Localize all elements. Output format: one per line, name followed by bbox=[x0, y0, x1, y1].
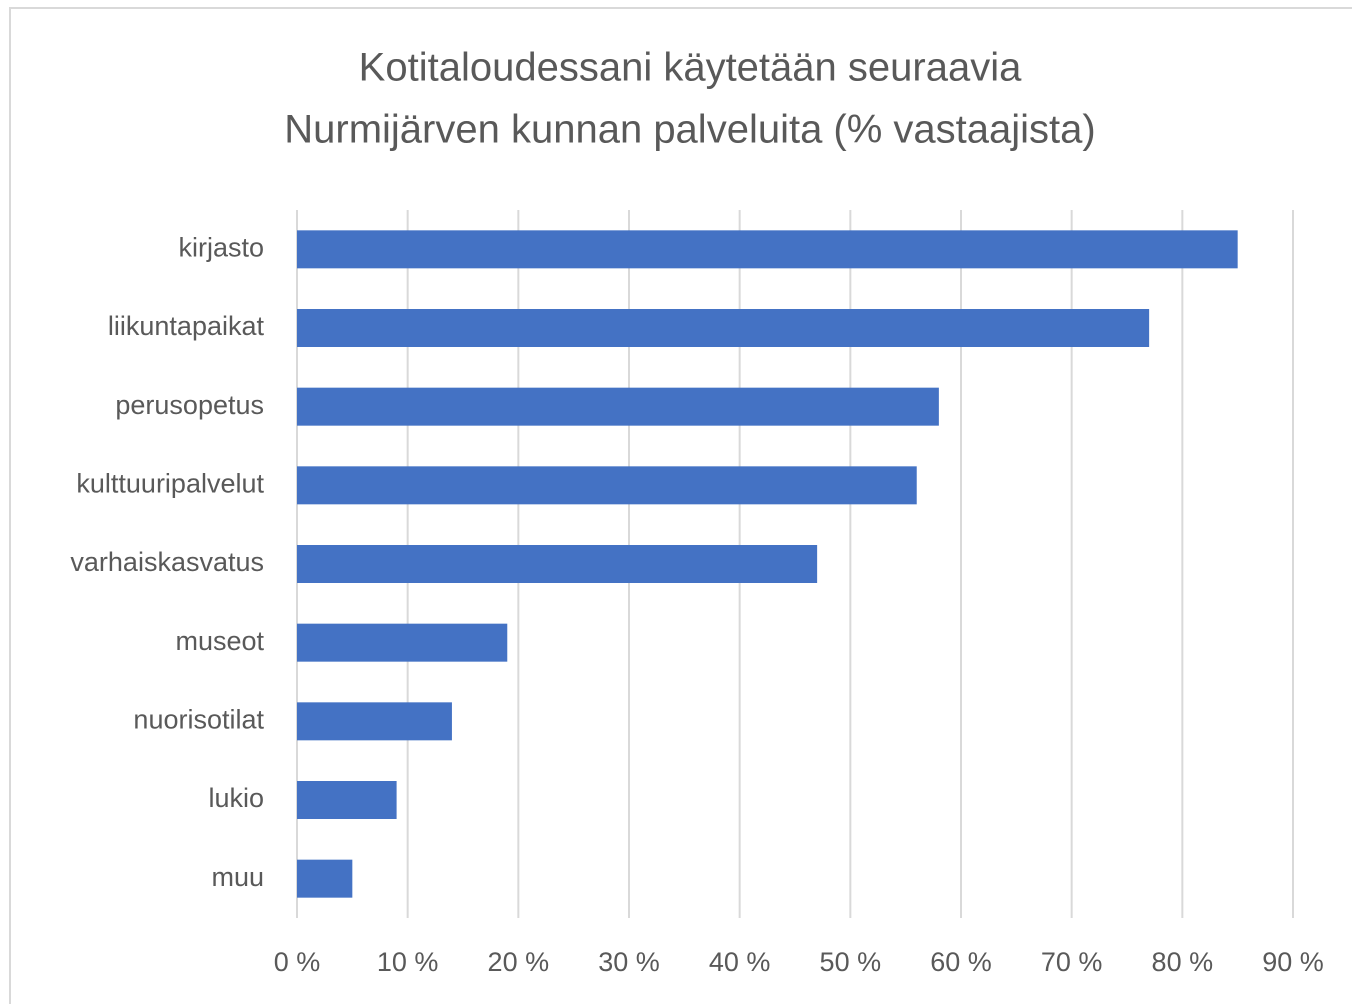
y-tick-label: kulttuuripalvelut bbox=[76, 468, 264, 498]
y-tick-label: lukio bbox=[208, 783, 264, 813]
y-tick-label: varhaiskasvatus bbox=[70, 547, 264, 577]
y-tick-label: museot bbox=[175, 626, 264, 656]
y-tick-label: liikuntapaikat bbox=[108, 311, 265, 341]
chart-title: Nurmijärven kunnan palveluita (% vastaaj… bbox=[284, 108, 1095, 152]
x-tick-label: 20 % bbox=[488, 947, 550, 977]
x-tick-label: 90 % bbox=[1262, 947, 1324, 977]
bar bbox=[297, 309, 1150, 347]
x-tick-label: 70 % bbox=[1041, 947, 1103, 977]
bar bbox=[297, 623, 508, 662]
bar bbox=[297, 781, 397, 819]
y-tick-label: perusopetus bbox=[115, 390, 264, 420]
x-tick-label: 60 % bbox=[930, 947, 992, 977]
bar bbox=[297, 545, 818, 583]
x-tick-label: 0 % bbox=[274, 947, 321, 977]
bar bbox=[297, 702, 452, 741]
x-tick-label: 10 % bbox=[377, 947, 439, 977]
x-tick-label: 80 % bbox=[1152, 947, 1214, 977]
chart-title: Kotitaloudessani käytetään seuraavia bbox=[359, 46, 1022, 90]
y-tick-label: muu bbox=[211, 862, 264, 892]
bar bbox=[297, 230, 1238, 269]
x-tick-label: 50 % bbox=[820, 947, 882, 977]
y-tick-label: kirjasto bbox=[178, 232, 264, 262]
y-tick-label: nuorisotilat bbox=[133, 704, 264, 734]
chart-frame bbox=[9, 7, 1352, 1004]
bar bbox=[297, 859, 353, 898]
x-tick-label: 30 % bbox=[598, 947, 660, 977]
bar bbox=[297, 387, 939, 426]
bar bbox=[297, 466, 917, 505]
x-tick-label: 40 % bbox=[709, 947, 771, 977]
